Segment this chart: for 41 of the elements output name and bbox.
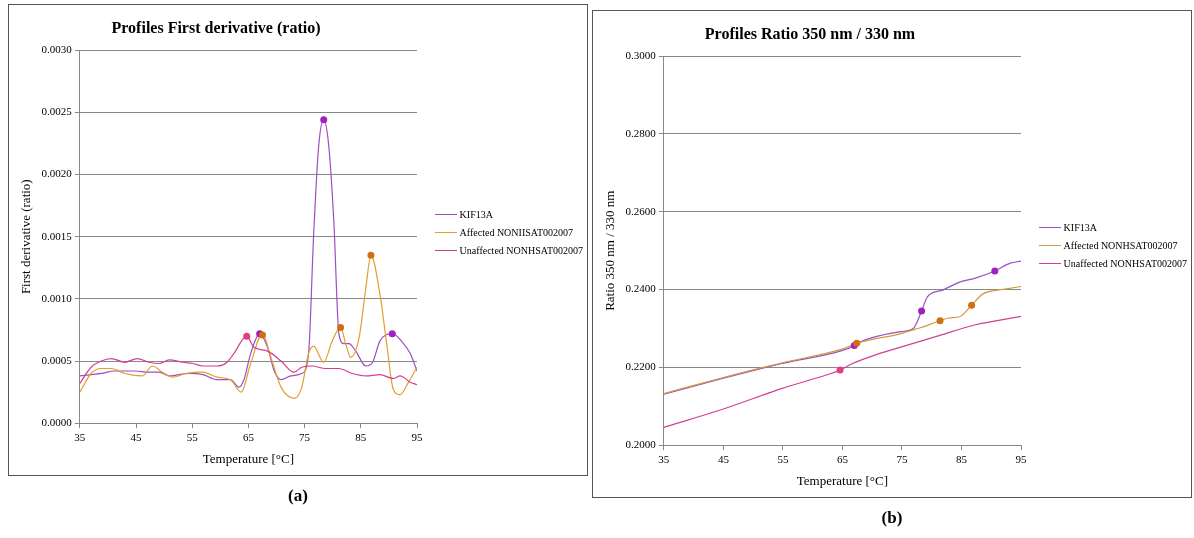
legend-label: Affected NONHSAT002007 — [1063, 240, 1178, 252]
x-tick-label: 65 — [836, 452, 849, 465]
y-tick-label: 0.0015 — [41, 229, 73, 242]
y-tick-label: 0.2200 — [625, 360, 657, 373]
y-tick-label: 0.2000 — [625, 438, 657, 451]
y-tick-label: 0.2800 — [625, 126, 657, 139]
y-tick-label: 0.0025 — [41, 105, 73, 118]
x-tick-label: 85 — [355, 430, 367, 443]
legend-label: KIF13A — [1063, 222, 1097, 234]
text: (b) — [880, 508, 904, 528]
legend-label: Affected NONIISAT002007 — [459, 227, 573, 239]
y-tick-label: 0.2600 — [625, 204, 657, 217]
y-axis-title: Ratio 350 nm / 330 nm — [602, 190, 618, 311]
legend-label: Unaffected NONHSAT002007 — [1063, 258, 1187, 270]
x-tick-label: 85 — [955, 452, 968, 465]
y-tick-label: 0.0020 — [41, 167, 73, 180]
x-tick-label: 55 — [777, 452, 789, 465]
x-tick-label: 55 — [186, 430, 199, 443]
x-tick-label: 75 — [896, 452, 908, 465]
legend-label: KIF13A — [459, 209, 493, 221]
text: (a) — [287, 486, 309, 506]
y-tick-label: 0.0010 — [41, 291, 73, 304]
x-tick-label: 35 — [74, 430, 86, 443]
x-tick-label: 75 — [299, 430, 311, 443]
y-tick-label: 0.0030 — [41, 43, 73, 56]
x-axis-title: Temperature [°C] — [796, 472, 889, 488]
y-tick-label: 0.3000 — [625, 49, 657, 62]
x-tick-label: 35 — [658, 452, 670, 465]
x-tick-label: 45 — [717, 452, 730, 465]
legend-label: Unaffected NONHSAT002007 — [459, 245, 583, 257]
y-tick-label: 0.0000 — [41, 416, 73, 429]
x-tick-label: 45 — [130, 430, 143, 443]
x-tick-label: 65 — [242, 430, 255, 443]
y-tick-label: 0.2400 — [625, 282, 657, 295]
x-axis-title: Temperature [°C] — [202, 450, 295, 466]
chart-title: Profiles Ratio 350 nm / 330 nm — [704, 24, 916, 42]
y-axis-title: First derivative (ratio) — [18, 179, 34, 295]
x-tick-label: 95 — [411, 430, 423, 443]
chart-title: Profiles First derivative (ratio) — [111, 18, 321, 37]
y-tick-label: 0.0005 — [41, 353, 73, 366]
x-tick-label: 95 — [1015, 452, 1027, 465]
